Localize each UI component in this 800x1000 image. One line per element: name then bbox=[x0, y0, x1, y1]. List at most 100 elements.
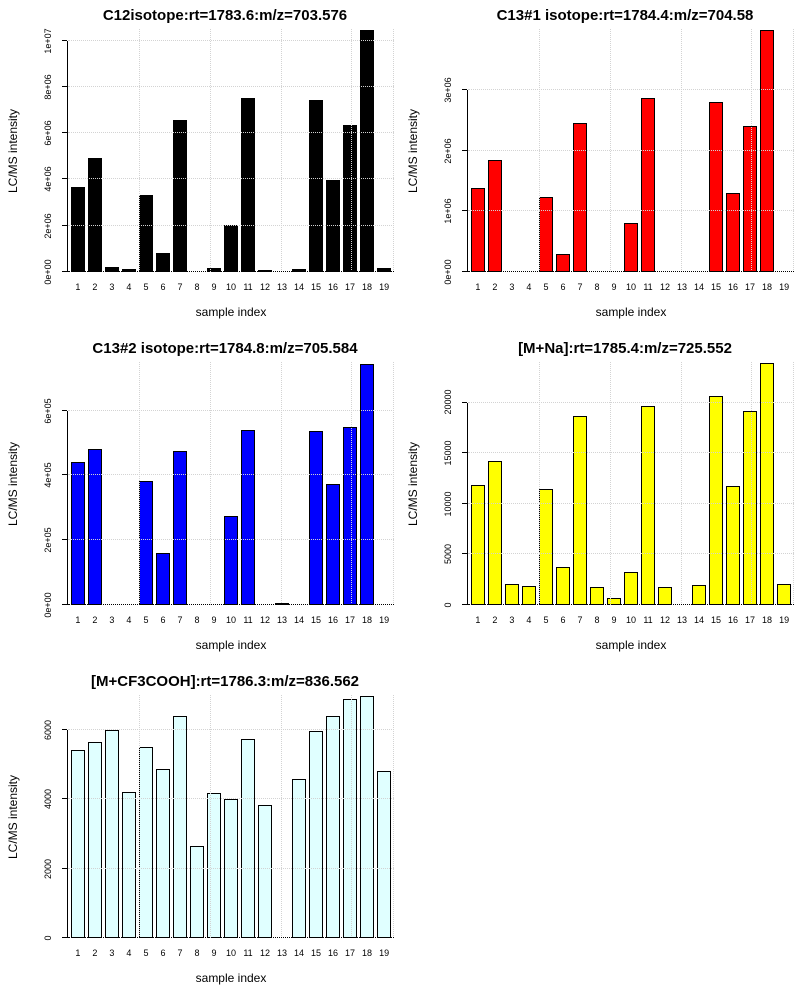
bar-sample-17 bbox=[342, 427, 358, 605]
x-tick-label: 2 bbox=[92, 282, 98, 292]
y-tick-mark bbox=[462, 553, 467, 555]
x-tick-label: 18 bbox=[762, 282, 773, 292]
x-tick-label: 3 bbox=[509, 615, 515, 625]
horizontal-gridline bbox=[468, 502, 794, 504]
bar-sample-12 bbox=[257, 805, 273, 938]
x-tick-label: 16 bbox=[328, 615, 339, 625]
bar-sample-15 bbox=[708, 396, 724, 605]
x-tick-label: 3 bbox=[109, 615, 115, 625]
vertical-gridline bbox=[138, 695, 140, 938]
vertical-gridline bbox=[680, 29, 682, 272]
y-tick-label: 15000 bbox=[443, 440, 453, 466]
x-axis-label: sample index bbox=[195, 971, 267, 985]
vertical-gridline bbox=[393, 29, 394, 272]
x-tick-label: 8 bbox=[594, 282, 600, 292]
x-tick-label: 12 bbox=[260, 615, 271, 625]
y-axis-label: LC/MS intensity bbox=[6, 774, 20, 860]
x-tick-label: 10 bbox=[225, 282, 237, 292]
chart-panel-c13-1-isotope: C13#1 isotope:rt=1784.4:m/z=704.58 LC/MS… bbox=[400, 0, 800, 333]
x-tick-label: 12 bbox=[660, 282, 671, 292]
y-tick-label: 6e+06 bbox=[43, 120, 53, 146]
x-tick-label: 3 bbox=[109, 948, 115, 958]
x-tick-label: 16 bbox=[728, 615, 739, 625]
bar-sample-4 bbox=[121, 792, 137, 938]
bar-sample-6 bbox=[555, 566, 571, 605]
bar-sample-19 bbox=[376, 771, 392, 938]
x-tick-label: 15 bbox=[311, 282, 322, 292]
x-tick-label: 17 bbox=[745, 615, 756, 625]
chart-panel-m-cf3cooh: [M+CF3COOH]:rt=1786.3:m/z=836.562 LC/MS … bbox=[0, 666, 400, 999]
chart-panel-m-na: [M+Na]:rt=1785.4:m/z=725.552 LC/MS inten… bbox=[400, 333, 800, 666]
y-tick-label: 2e+06 bbox=[443, 137, 453, 164]
vertical-gridline bbox=[393, 362, 394, 605]
x-tick-label: 10 bbox=[625, 282, 637, 292]
bar-sample-11 bbox=[240, 430, 256, 605]
x-tick-label: 7 bbox=[177, 282, 183, 292]
x-tick-label: 14 bbox=[694, 282, 705, 292]
x-tick-label: 19 bbox=[779, 282, 790, 292]
vertical-gridline bbox=[538, 29, 540, 272]
horizontal-gridline bbox=[68, 798, 394, 800]
bar-sample-15 bbox=[308, 731, 324, 938]
chart-title: C13#2 isotope:rt=1784.8:m/z=705.584 bbox=[92, 340, 358, 357]
horizontal-gridline bbox=[468, 553, 794, 555]
bar-sample-3 bbox=[104, 729, 120, 938]
x-tick-label: 7 bbox=[577, 615, 583, 625]
bar-sample-1 bbox=[70, 186, 85, 272]
bar-sample-15 bbox=[308, 99, 324, 272]
bar-sample-18 bbox=[759, 363, 775, 605]
x-tick-label: 11 bbox=[243, 948, 253, 958]
vertical-gridline bbox=[351, 362, 353, 605]
bar-sample-5 bbox=[138, 747, 154, 938]
x-tick-label: 18 bbox=[762, 615, 773, 625]
y-tick-mark bbox=[62, 271, 67, 272]
bar-sample-8 bbox=[589, 586, 605, 605]
vertical-gridline bbox=[209, 695, 211, 938]
y-tick-mark bbox=[462, 271, 467, 272]
bar-sample-11 bbox=[240, 97, 256, 272]
x-tick-label: 6 bbox=[560, 615, 566, 625]
plot-area: 1 2 3 4 5 6 7 8 9 10 11 12 13 14 15 16 17 18 19 0 2000 4000 60… bbox=[43, 695, 394, 958]
bar-sample-1 bbox=[70, 749, 85, 938]
chart-panel-c12-isotope: C12isotope:rt=1783.6:m/z=703.576 LC/MS i… bbox=[0, 0, 400, 333]
y-axis-label: LC/MS intensity bbox=[406, 108, 420, 194]
x-tick-label: 4 bbox=[126, 948, 132, 958]
bar-sample-8 bbox=[189, 845, 205, 938]
x-tick-label: 5 bbox=[543, 282, 549, 292]
y-tick-mark bbox=[462, 452, 467, 454]
bar-sample-16 bbox=[325, 483, 341, 605]
vertical-gridline bbox=[680, 362, 682, 605]
x-axis-label: sample index bbox=[595, 305, 667, 319]
horizontal-gridline bbox=[68, 132, 394, 134]
y-tick-mark bbox=[62, 937, 67, 938]
vertical-gridline bbox=[209, 29, 211, 272]
x-tick-label: 14 bbox=[294, 615, 305, 625]
vertical-gridline bbox=[280, 362, 282, 605]
horizontal-gridline bbox=[468, 88, 794, 90]
x-tick-label: 7 bbox=[177, 615, 183, 625]
horizontal-gridline bbox=[468, 401, 794, 403]
bar-sample-12 bbox=[657, 586, 673, 605]
x-tick-label: 4 bbox=[126, 282, 132, 292]
horizontal-gridline bbox=[68, 178, 394, 180]
x-tick-label: 7 bbox=[577, 282, 583, 292]
vertical-gridline bbox=[609, 29, 611, 272]
bar-sample-18 bbox=[359, 30, 375, 272]
y-axis-line bbox=[67, 729, 68, 938]
x-tick-label: 15 bbox=[311, 615, 322, 625]
bar-sample-1 bbox=[470, 187, 485, 272]
x-tick-label: 14 bbox=[694, 615, 705, 625]
y-tick-label: 0e+00 bbox=[43, 592, 53, 618]
zero-line bbox=[468, 604, 794, 605]
x-tick-label: 10 bbox=[225, 615, 237, 625]
horizontal-gridline bbox=[68, 85, 394, 87]
x-tick-label: 12 bbox=[660, 615, 671, 625]
bar-sample-7 bbox=[572, 123, 588, 272]
x-tick-label: 10 bbox=[225, 948, 237, 958]
y-tick-mark bbox=[62, 85, 67, 87]
horizontal-gridline bbox=[68, 867, 394, 869]
bar-sample-11 bbox=[640, 405, 656, 605]
bar-sample-7 bbox=[172, 716, 188, 938]
x-tick-label: 11 bbox=[243, 615, 253, 625]
